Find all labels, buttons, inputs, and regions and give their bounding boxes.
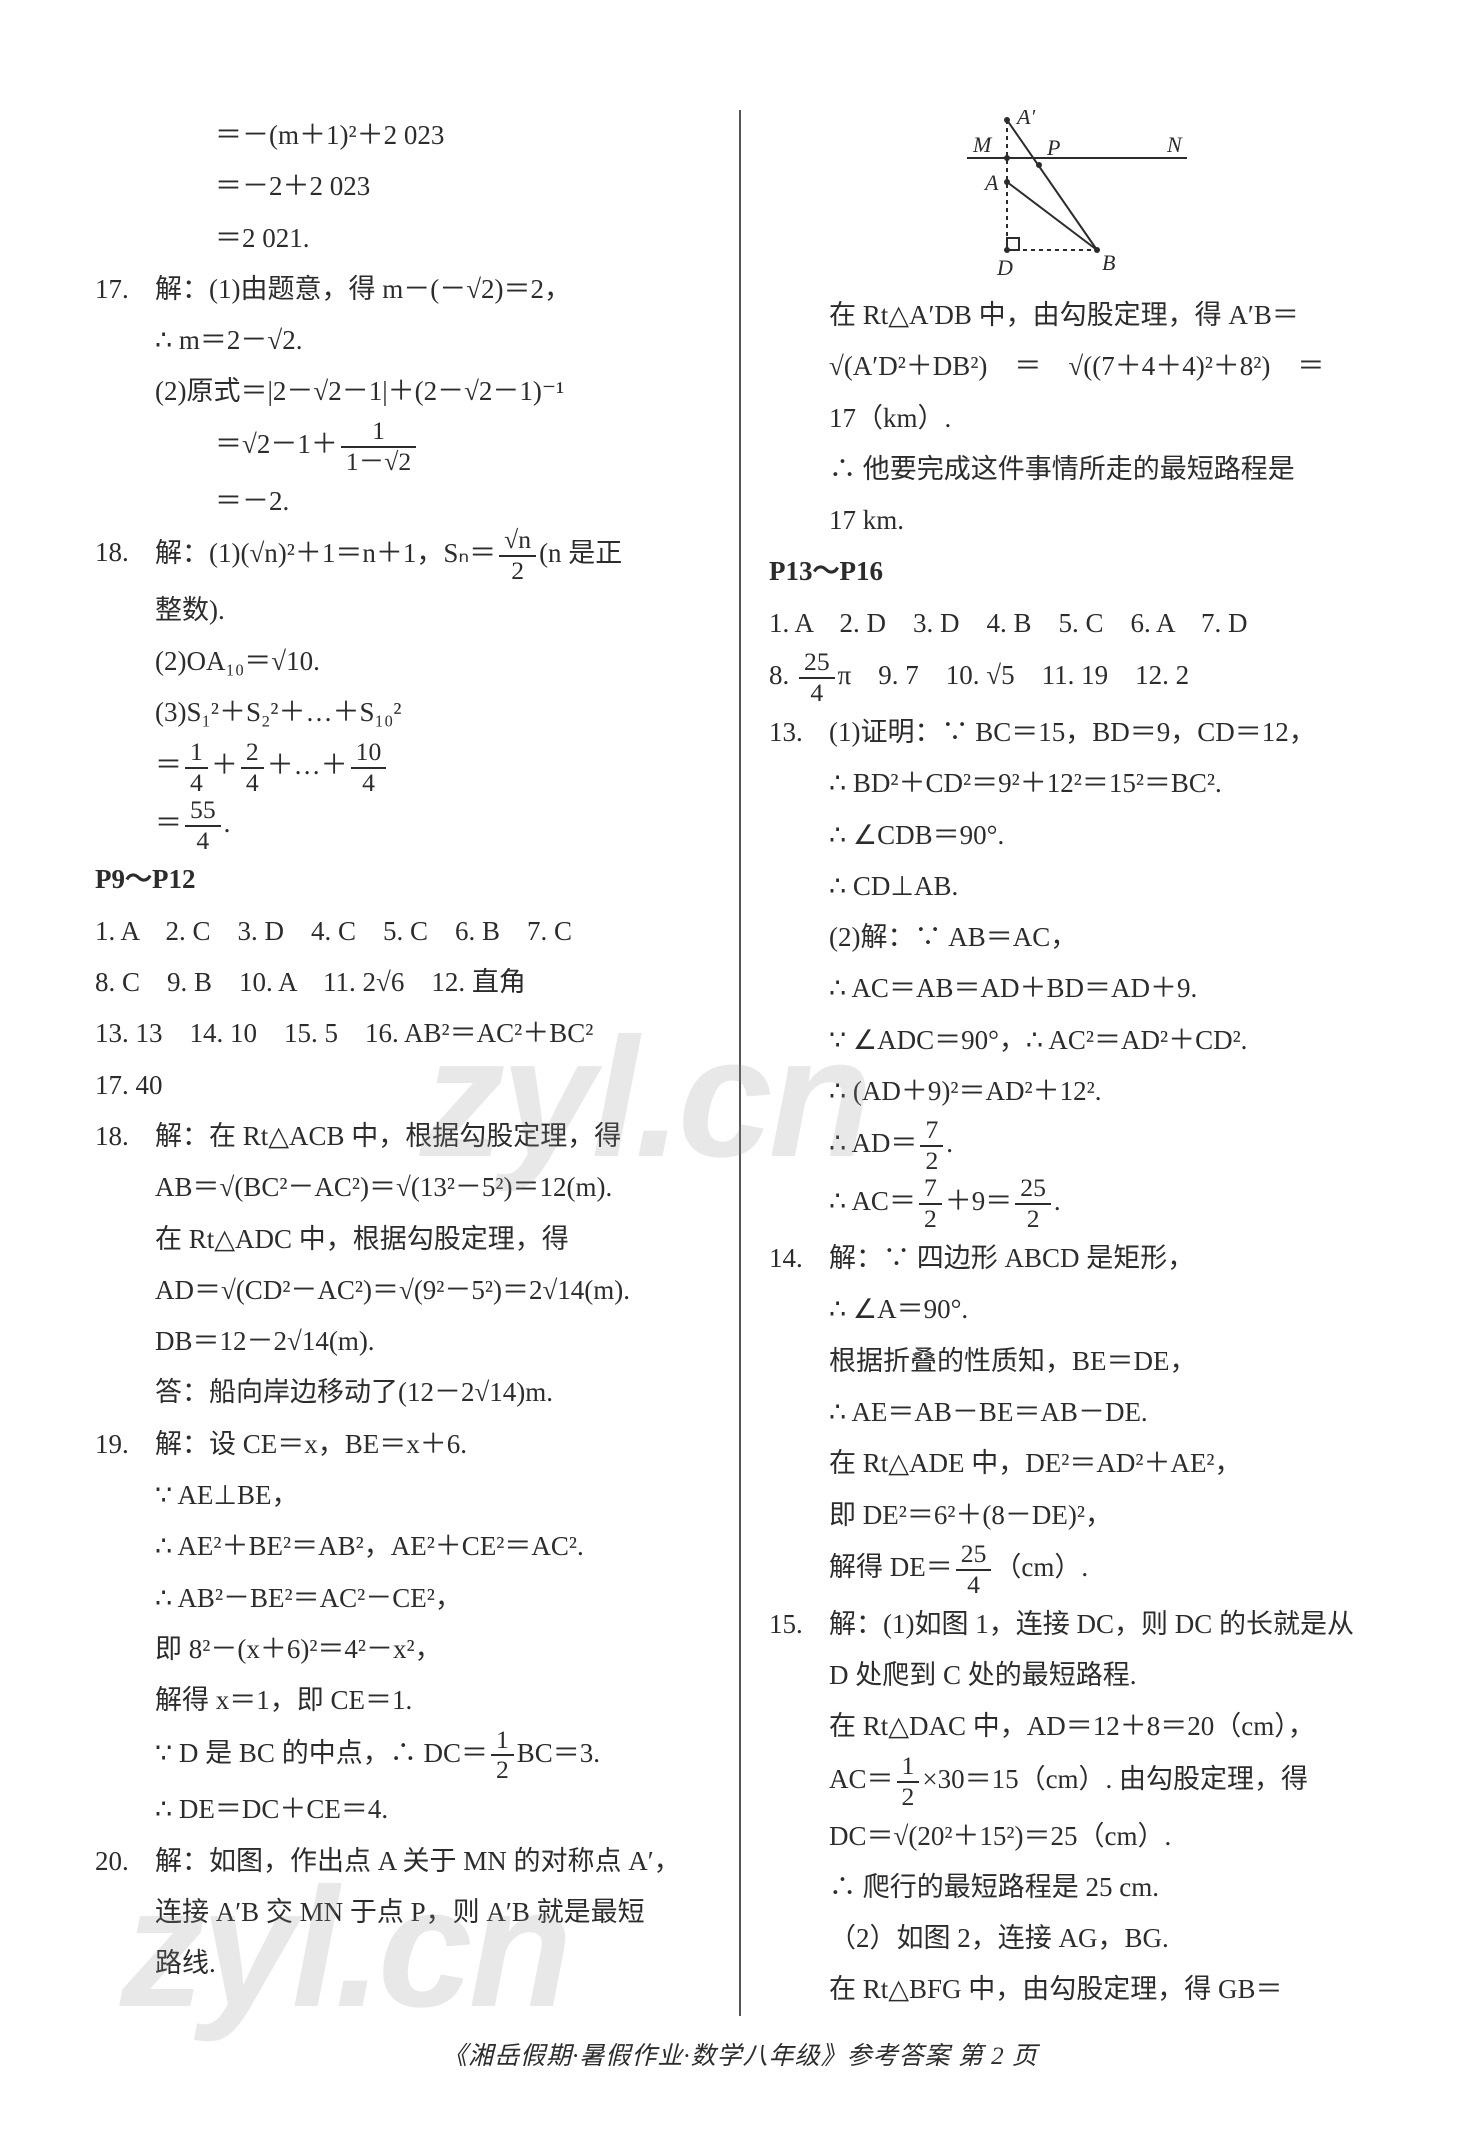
section-heading-p9-p12: P9～P12 [95, 854, 721, 905]
q18a: 18. 解：(1)(√n)²＋1＝n＋1，Sₙ＝√n2(n 是正 整数). (2… [95, 527, 721, 855]
q14-l7: 解得 DE＝254（cm）. [829, 1541, 1385, 1599]
q19-l1: 解：设 CE＝x，BE＝x＋6. [155, 1419, 721, 1470]
sec1-row2: 8. C 9. B 10. A 11. 2√6 12. 直角 [95, 957, 721, 1008]
diagram-label-B: B [1102, 250, 1115, 275]
q15-l3: 在 Rt△DAC 中，AD＝12＋8＝20（cm）， [829, 1701, 1385, 1752]
q13-l5: (2)解：∵ AB＝AC， [829, 912, 1385, 963]
q19-l7: ∵ D 是 BC 的中点，∴ DC＝12BC＝3. [155, 1727, 721, 1785]
q20: 20. 解：如图，作出点 A 关于 MN 的对称点 A′， 连接 A′B 交 M… [95, 1836, 721, 1990]
sec2-row2: 8. 254π 9. 7 10. √5 11. 19 12. 2 [769, 649, 1385, 707]
q14-l2: ∴ ∠A＝90°. [829, 1284, 1385, 1335]
sec2-row1: 1. A 2. D 3. D 4. B 5. C 6. A 7. D [769, 598, 1385, 649]
q15-l2: D 处爬到 C 处的最短路程. [829, 1650, 1385, 1701]
q20-l2: 连接 A′B 交 MN 于点 P，则 A′B 就是最短 [155, 1887, 721, 1938]
q15-l5: DC＝√(20²＋15²)＝25（cm）. [829, 1811, 1385, 1862]
sec1-row1: 1. A 2. C 3. D 4. C 5. C 6. B 7. C [95, 906, 721, 957]
diagram-label-N: N [1166, 132, 1183, 157]
q17-label: 17. [95, 264, 155, 527]
q17: 17. 解：(1)由题意，得 m－(－√2)＝2， ∴ m＝2－√2. (2)原… [95, 264, 721, 527]
page: zyl.cn zyl.cn ＝－(m＋1)²＋2 023 ＝－2＋2 023 ＝… [0, 0, 1480, 2132]
q13-l3: ∴ ∠CDB＝90°. [829, 810, 1385, 861]
q18b-l2: AB＝√(BC²－AC²)＝√(13²－5²)＝12(m). [155, 1162, 721, 1213]
diagram-label-A: A [983, 170, 999, 195]
q18b-l6: 答：船向岸边移动了(12－2√14)m. [155, 1367, 721, 1418]
diagram-label-P: P [1046, 135, 1060, 160]
q16-cont-line1: ＝－(m＋1)²＋2 023 [95, 110, 721, 161]
q13-l2: ∴ BD²＋CD²＝9²＋12²＝15²＝BC². [829, 758, 1385, 809]
q18a-l2: 整数). [155, 585, 721, 636]
diagram-label-A-prime: A′ [1015, 110, 1036, 129]
q13-l1: (1)证明：∵ BC＝15，BD＝9，CD＝12， [829, 707, 1385, 758]
q15-l1: 解：(1)如图 1，连接 DC，则 DC 的长就是从 [829, 1599, 1385, 1650]
section-heading-p13-p16: P13～P16 [769, 546, 1385, 597]
q14: 14. 解：∵ 四边形 ABCD 是矩形， ∴ ∠A＝90°. 根据折叠的性质知… [769, 1233, 1385, 1599]
q17-l4: ＝√2－1＋11－√2 [155, 418, 721, 476]
q14-label: 14. [769, 1233, 829, 1599]
q20r-l1: 在 Rt△A′DB 中，由勾股定理，得 A′B＝ [829, 290, 1385, 341]
q18a-l5: ＝14＋24＋…＋104 [155, 739, 721, 797]
two-column-layout: ＝－(m＋1)²＋2 023 ＝－2＋2 023 ＝2 021. 17. 解：(… [95, 110, 1385, 2016]
q13-l9: ∴ AD＝72. [829, 1117, 1385, 1175]
q13-l8: ∴ (AD＋9)²＝AD²＋12². [829, 1066, 1385, 1117]
q16-cont-line3: ＝2 021. [95, 213, 721, 264]
q18a-l1: 解：(1)(√n)²＋1＝n＋1，Sₙ＝√n2(n 是正 [155, 527, 721, 585]
q15-l4: AC＝12×30＝15（cm）. 由勾股定理，得 [829, 1753, 1385, 1811]
q14-l5: 在 Rt△ADE 中，DE²＝AD²＋AE²， [829, 1438, 1385, 1489]
diagram-label-D: D [996, 255, 1013, 280]
q17-l2: ∴ m＝2－√2. [155, 315, 721, 366]
q13-label: 13. [769, 707, 829, 1233]
q19-l5: 即 8²－(x＋6)²＝4²－x²， [155, 1624, 721, 1675]
q20-label: 20. [95, 1836, 155, 1990]
q18a-l3: (2)OA₁₀＝√10. [155, 636, 721, 687]
diagram-label-M: M [972, 132, 993, 157]
q19-l3: ∴ AE²＋BE²＝AB²，AE²＋CE²＝AC². [155, 1521, 721, 1572]
geometry-diagram: A′ M P N A D B [947, 110, 1207, 280]
q19-l2: ∵ AE⊥BE， [155, 1470, 721, 1521]
q14-l1: 解：∵ 四边形 ABCD 是矩形， [829, 1233, 1385, 1284]
q19: 19. 解：设 CE＝x，BE＝x＋6. ∵ AE⊥BE， ∴ AE²＋BE²＝… [95, 1419, 721, 1836]
q20-l1: 解：如图，作出点 A 关于 MN 的对称点 A′， [155, 1836, 721, 1887]
q15: 15. 解：(1)如图 1，连接 DC，则 DC 的长就是从 D 处爬到 C 处… [769, 1599, 1385, 2016]
q20-l3: 路线. [155, 1938, 721, 1989]
q19-l4: ∴ AB²－BE²＝AC²－CE²， [155, 1573, 721, 1624]
q13-l4: ∴ CD⊥AB. [829, 861, 1385, 912]
q18b-label: 18. [95, 1111, 155, 1419]
q15-l8: 在 Rt△BFG 中，由勾股定理，得 GB＝ [829, 1964, 1385, 2015]
q14-l4: ∴ AE＝AB－BE＝AB－DE. [829, 1387, 1385, 1438]
q18b-l5: DB＝12－2√14(m). [155, 1316, 721, 1367]
q20r-l3: 17（km）. [829, 393, 1385, 444]
sec1-row4: 17. 40 [95, 1060, 721, 1111]
q18a-label: 18. [95, 527, 155, 855]
q19-l6: 解得 x＝1，即 CE＝1. [155, 1675, 721, 1726]
q19-l8: ∴ DE＝DC＋CE＝4. [155, 1784, 721, 1835]
q15-l7: （2）如图 2，连接 AG，BG. [829, 1913, 1385, 1964]
right-column: A′ M P N A D B 在 Rt△A′DB 中，由勾股定理，得 A′B＝ … [741, 110, 1385, 2016]
q17-l5: ＝－2. [155, 476, 721, 527]
q17-l3: (2)原式＝|2－√2－1|＋(2－√2－1)⁻¹ [155, 366, 721, 417]
q13-l6: ∴ AC＝AB＝AD＋BD＝AD＋9. [829, 963, 1385, 1014]
q18b: 18. 解：在 Rt△ACB 中，根据勾股定理，得 AB＝√(BC²－AC²)＝… [95, 1111, 721, 1419]
q18b-l4: AD＝√(CD²－AC²)＝√(9²－5²)＝2√14(m). [155, 1265, 721, 1316]
q14-l3: 根据折叠的性质知，BE＝DE， [829, 1336, 1385, 1387]
q18a-l6: ＝554. [155, 797, 721, 855]
q14-l6: 即 DE²＝6²＋(8－DE)²， [829, 1490, 1385, 1541]
q19-label: 19. [95, 1419, 155, 1836]
page-footer: 《湘岳假期·暑假作业·数学八年级》参考答案 第 2 页 [95, 2036, 1385, 2072]
q13-l7: ∵ ∠ADC＝90°，∴ AC²＝AD²＋CD². [829, 1015, 1385, 1066]
q13: 13. (1)证明：∵ BC＝15，BD＝9，CD＝12， ∴ BD²＋CD²＝… [769, 707, 1385, 1233]
q17-l1: 解：(1)由题意，得 m－(－√2)＝2， [155, 264, 721, 315]
q15-l6: ∴ 爬行的最短路程是 25 cm. [829, 1862, 1385, 1913]
q20r-l4: ∴ 他要完成这件事情所走的最短路程是 [829, 444, 1385, 495]
q20r-l2: √(A′D²＋DB²) ＝ √((7＋4＋4)²＋8²) ＝ [829, 341, 1385, 392]
sec1-row3: 13. 13 14. 10 15. 5 16. AB²＝AC²＋BC² [95, 1008, 721, 1059]
q18b-l1: 解：在 Rt△ACB 中，根据勾股定理，得 [155, 1111, 721, 1162]
left-column: ＝－(m＋1)²＋2 023 ＝－2＋2 023 ＝2 021. 17. 解：(… [95, 110, 739, 2016]
q18b-l3: 在 Rt△ADC 中，根据勾股定理，得 [155, 1214, 721, 1265]
q15-label: 15. [769, 1599, 829, 2016]
q18a-l4: (3)S₁²＋S₂²＋…＋S₁₀² [155, 687, 721, 738]
q13-l10: ∴ AC＝72＋9＝252. [829, 1175, 1385, 1233]
q20r-l5: 17 km. [829, 495, 1385, 546]
q16-cont-line2: ＝－2＋2 023 [95, 161, 721, 212]
